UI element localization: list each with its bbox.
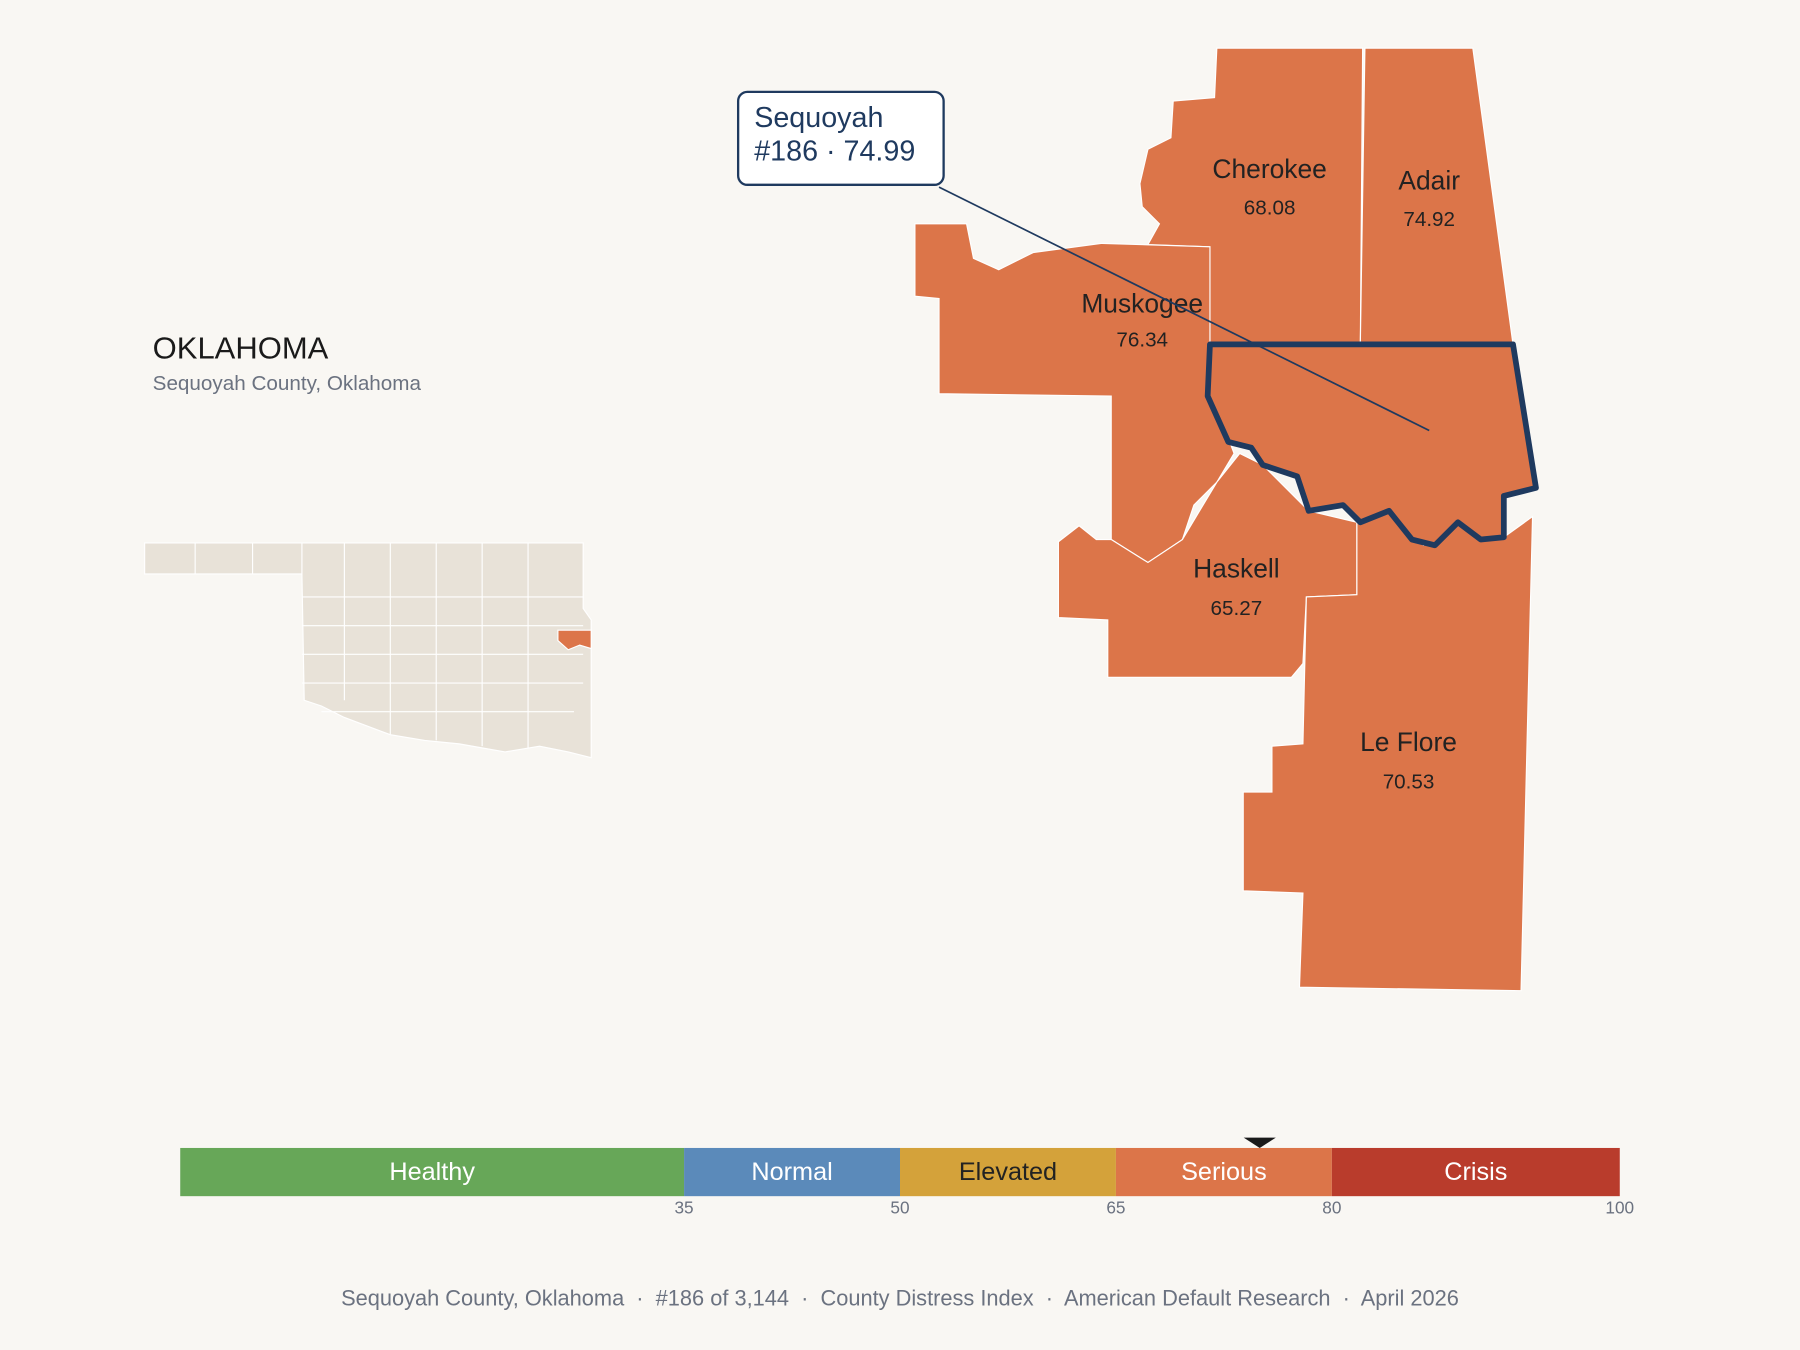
selected-county[interactable] xyxy=(1204,341,1539,549)
callout-rank-score: #186 · 74.99 xyxy=(754,135,915,167)
state-inset xyxy=(144,542,592,759)
county-name: Le Flore xyxy=(1360,727,1457,757)
tick-label: 100 xyxy=(1605,1197,1634,1217)
footer: Sequoyah County, Oklahoma · #186 of 3,14… xyxy=(341,1285,1459,1310)
leader-line xyxy=(938,186,1430,432)
county-name: Cherokee xyxy=(1212,154,1326,184)
band-label: Healthy xyxy=(389,1158,475,1186)
scale-band xyxy=(180,1147,685,1197)
county-score: 70.53 xyxy=(1383,770,1435,793)
tick-label: 80 xyxy=(1322,1197,1341,1217)
county-score: 65.27 xyxy=(1211,597,1263,620)
scale-band xyxy=(1331,1147,1620,1197)
county-score: 74.92 xyxy=(1403,208,1455,231)
callout-box xyxy=(736,90,945,186)
band-label: Elevated xyxy=(959,1158,1057,1186)
band-label: Normal xyxy=(751,1158,832,1186)
score-marker xyxy=(1243,1137,1276,1148)
county xyxy=(914,223,1235,564)
county-name: Muskogee xyxy=(1081,288,1203,318)
county-labels: Cherokee 68.08 Adair 74.92 Muskogee 76.3… xyxy=(1081,154,1460,793)
scale-band xyxy=(1115,1147,1332,1197)
counties xyxy=(914,47,1539,992)
county-lines xyxy=(194,542,584,749)
highlight-county xyxy=(557,629,592,651)
county-name: Adair xyxy=(1398,165,1460,195)
tick-label: 50 xyxy=(890,1197,909,1217)
county xyxy=(1359,47,1514,345)
subtitle: Sequoyah County, Oklahoma xyxy=(153,372,422,395)
scale-band xyxy=(684,1147,900,1197)
tick-label: 35 xyxy=(674,1197,693,1217)
county-name: Haskell xyxy=(1193,554,1280,584)
title: OKLAHOMA xyxy=(153,330,329,365)
band-label: Serious xyxy=(1181,1158,1267,1186)
band-label: Crisis xyxy=(1444,1158,1507,1186)
distress-scale: Healthy Normal Elevated Serious Crisis 35 50 65… xyxy=(180,1137,1634,1217)
county-score: 76.34 xyxy=(1116,328,1168,351)
scale-band xyxy=(900,1147,1116,1197)
county-score: 68.08 xyxy=(1244,196,1296,219)
callout-name: Sequoyah xyxy=(754,102,883,134)
state-outline xyxy=(144,542,592,759)
tick-label: 65 xyxy=(1106,1197,1125,1217)
callout: Sequoyah #186 · 74.99 xyxy=(736,90,1430,432)
